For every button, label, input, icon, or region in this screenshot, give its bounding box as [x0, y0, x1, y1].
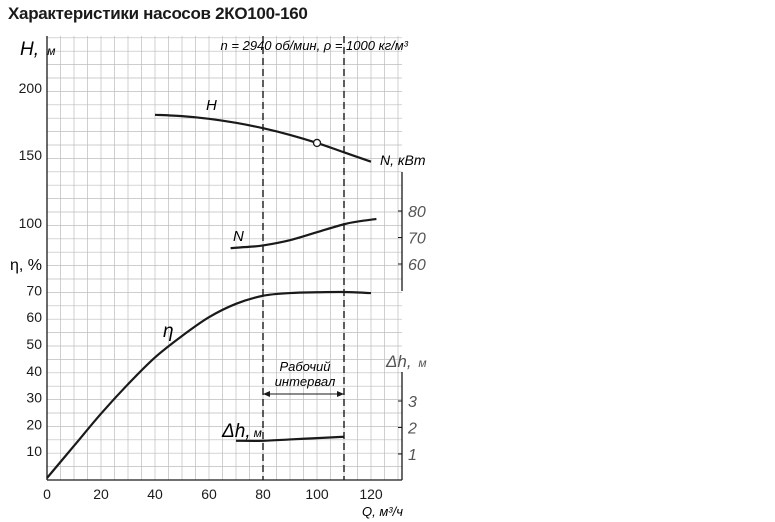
dh-axis-label: Δh, м	[385, 352, 427, 371]
tick-labels: 0 20 40 60 80 100 120 150 200 10 20 30 40 50 60 70 100 60…	[19, 80, 426, 502]
n-tick-label: 60	[408, 257, 426, 274]
eta-curve-label: η	[163, 321, 174, 342]
h-axis-label-main: H,	[20, 39, 39, 60]
dh-curve-label-main: Δh,	[221, 421, 251, 442]
dh-axis-label-main: Δh,	[385, 352, 412, 371]
x-tick-label: 20	[93, 486, 109, 502]
n-curve	[230, 217, 377, 250]
eta-tick-label: 20	[26, 416, 42, 432]
x-axis-label: Q, м³/ч	[362, 504, 403, 519]
curves	[46, 113, 377, 479]
n-tick-label: 80	[408, 204, 426, 221]
dh-tick-label: 3	[408, 394, 417, 411]
x-tick-label: 120	[359, 486, 383, 502]
working-range-label-line1: Рабочий	[279, 359, 330, 374]
working-range-label-line2: интервал	[275, 374, 336, 389]
eta-tick-label: 70	[26, 282, 42, 298]
eta-curve	[46, 290, 372, 479]
eta-tick-label: 40	[26, 363, 42, 379]
h-curve	[154, 113, 372, 163]
dh-curve-label-unit: м	[254, 426, 262, 440]
conditions-label: n = 2940 об/мин, ρ = 1000 кг/м³	[221, 38, 409, 53]
working-range-arrowhead-right	[337, 391, 344, 397]
page-title: Характеристики насосов 2КО100-160	[8, 4, 308, 23]
h-axis-label: H, м	[20, 39, 56, 60]
dh-tick-label: 2	[407, 421, 417, 438]
dh-curve	[235, 435, 345, 442]
working-range-arrowhead-left	[263, 391, 270, 397]
eta-tick-label: 60	[26, 309, 42, 325]
eta-tick-label: 10	[26, 443, 42, 459]
x-tick-label: 0	[43, 486, 51, 502]
nominal-point	[312, 138, 322, 148]
n-curve-label: N	[233, 228, 244, 245]
n-tick-label: 70	[408, 231, 426, 248]
dh-axis-label-unit: м	[418, 356, 426, 370]
axes	[46, 36, 403, 481]
n-axis-label: N, кВт	[380, 152, 426, 168]
x-tick-label: 100	[305, 486, 329, 502]
dh-curve-label: Δh, м	[221, 421, 262, 442]
dh-tick-label: 1	[408, 447, 417, 464]
x-tick-label: 40	[147, 486, 163, 502]
eta-tick-label: 100	[19, 215, 43, 231]
h-tick-label: 200	[19, 80, 43, 96]
eta-tick-label: 30	[26, 390, 42, 406]
eta-axis-label: η, %	[10, 257, 42, 274]
x-tick-label: 60	[201, 486, 217, 502]
x-tick-label: 80	[255, 486, 271, 502]
h-tick-label: 150	[19, 147, 43, 163]
h-axis-label-unit: м	[47, 44, 55, 58]
curve-labels: H Nη Δh, м	[163, 97, 262, 442]
h-curve-label: H	[206, 97, 217, 114]
eta-tick-label: 50	[26, 336, 42, 352]
